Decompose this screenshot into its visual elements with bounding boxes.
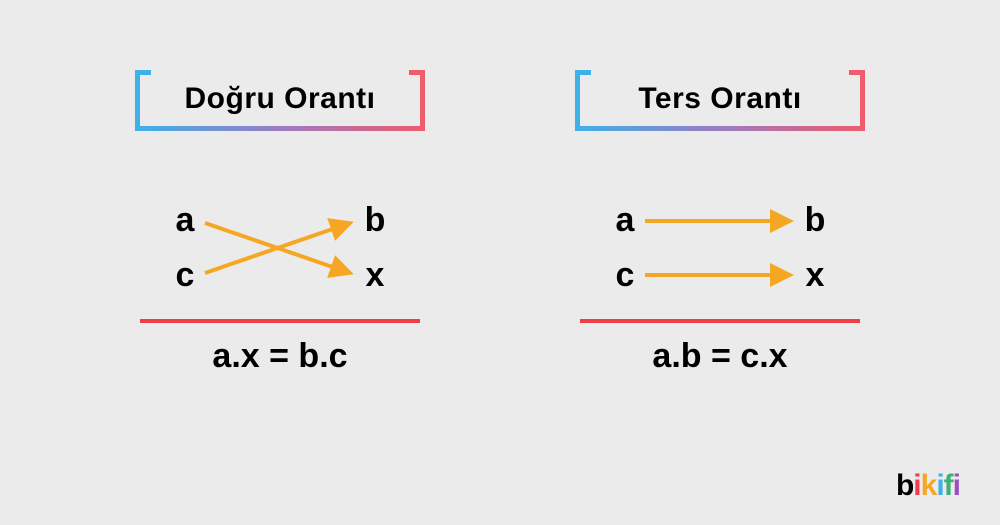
var-c: c [610,256,640,295]
bracket-left-icon [135,70,151,128]
logo-letter: k [921,469,937,503]
right-equation: a.b = c.x [652,337,787,376]
left-title-box: Doğru Orantı [135,70,425,128]
right-panel: Ters Orantı a b c x a.b = c.x [560,70,880,376]
var-c: c [170,256,200,295]
left-title: Doğru Orantı [185,82,376,116]
var-a: a [170,201,200,240]
var-b: b [800,201,830,240]
var-b: b [360,201,390,240]
equation-divider [580,319,860,323]
right-title-box: Ters Orantı [575,70,865,128]
left-diagram: a b c x [150,201,410,301]
var-x: x [360,256,390,295]
diagram-container: Doğru Orantı a b c x a.x = b.c [0,0,1000,376]
left-panel: Doğru Orantı a b c x a.x = b.c [120,70,440,376]
logo-letter: f [944,469,953,503]
left-equation: a.x = b.c [212,337,347,376]
bracket-left-icon [575,70,591,128]
var-x: x [800,256,830,295]
logo-letter: i [953,469,960,503]
bracket-right-icon [849,70,865,128]
equation-divider [140,319,420,323]
logo: bikifi [896,469,960,503]
bracket-right-icon [409,70,425,128]
logo-letter: i [913,469,920,503]
right-title: Ters Orantı [638,82,801,116]
right-diagram: a b c x [590,201,850,301]
var-a: a [610,201,640,240]
logo-letter: b [896,469,913,503]
logo-letter: i [936,469,943,503]
